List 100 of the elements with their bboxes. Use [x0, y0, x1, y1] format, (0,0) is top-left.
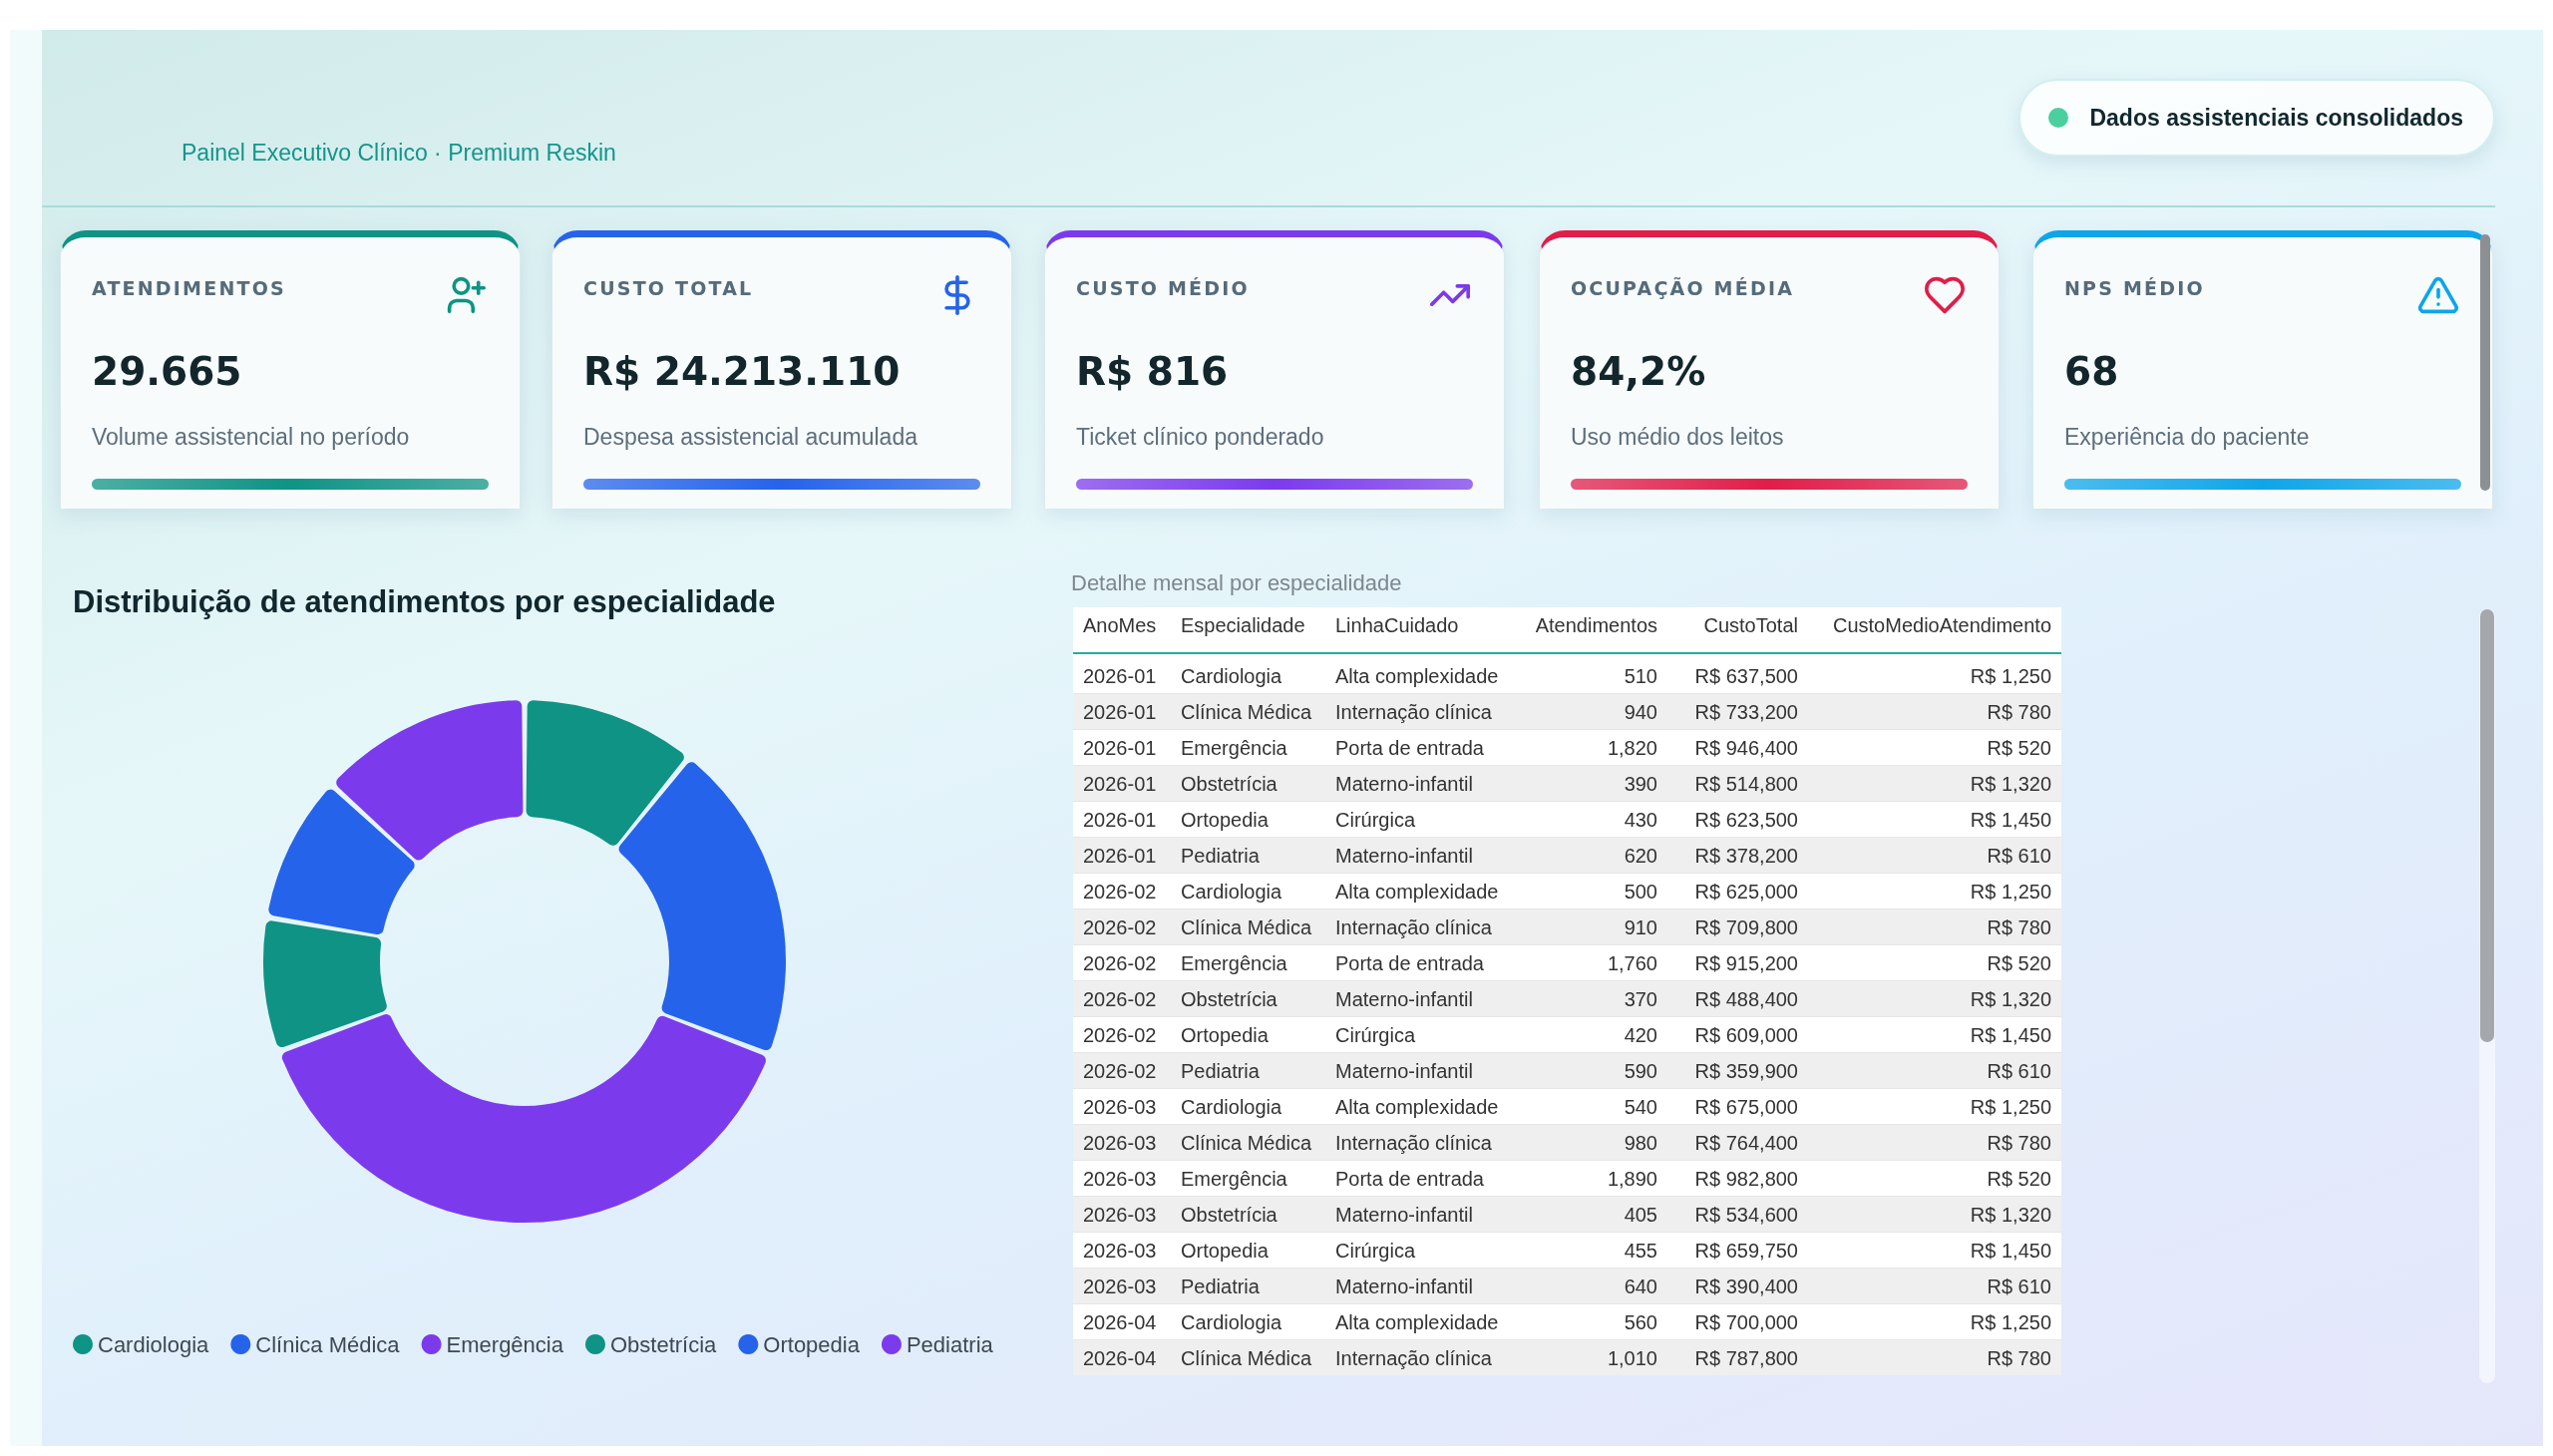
text: Uso médio dos leitos: [1571, 423, 1784, 451]
text: 2026-04: [1083, 1347, 1157, 1369]
category-label: Atendimentos: [1534, 613, 1658, 638]
text: R$ 946,400: [1694, 737, 1798, 759]
text: 29.665: [92, 349, 242, 394]
text: 2026-01: [1083, 701, 1157, 723]
text: OCUPAÇÃO MÉDIA: [1571, 277, 1795, 299]
text: Materno-infantil: [1335, 845, 1473, 867]
text: Dados assistenciais consolidados: [2089, 105, 2463, 131]
text: 68: [2064, 349, 2119, 394]
text: 2026-02: [1083, 916, 1157, 938]
text: Materno-infantil: [1335, 1275, 1473, 1297]
text: Cardiologia: [1181, 1096, 1282, 1118]
text: 2026-01: [1083, 809, 1157, 831]
text: Painel Executivo Clínico · Premium Reskin: [182, 140, 616, 166]
text: Emergência: [1181, 952, 1287, 974]
text: R$ 1,250: [1970, 665, 2051, 687]
text: Cardiologia: [1181, 881, 1282, 903]
text: R$ 982,800: [1694, 1168, 1798, 1190]
text: R$ 1,450: [1970, 1240, 2051, 1262]
text: R$ 780: [1987, 916, 2051, 938]
text: 2026-02: [1083, 952, 1157, 974]
text: 2026-02: [1083, 881, 1157, 903]
text: Materno-infantil: [1335, 1060, 1473, 1082]
text: Cardiologia: [1181, 665, 1282, 687]
text: R$ 1,250: [1970, 1096, 2051, 1118]
text: R$ 780: [1987, 701, 2051, 723]
text: 2026-01: [1083, 773, 1157, 795]
legend-label: Clínica Médica: [255, 1331, 401, 1357]
text: 500: [1624, 881, 1657, 903]
text: 640: [1624, 1275, 1657, 1297]
text: R$ 1,320: [1970, 773, 2051, 795]
text: R$ 610: [1987, 1060, 2051, 1082]
text: R$ 816: [1076, 349, 1229, 394]
text: R$ 637,500: [1694, 665, 1798, 687]
text: 370: [1624, 988, 1657, 1010]
text: 510: [1624, 665, 1657, 687]
text: R$ 378,200: [1694, 845, 1798, 867]
text: R$ 1,250: [1970, 1311, 2051, 1333]
category-label: CustoMedioAtendimento: [1832, 613, 2052, 638]
text: R$ 534,600: [1694, 1204, 1798, 1226]
legend-label: Cardiologia: [98, 1331, 210, 1357]
text: CUSTO TOTAL: [583, 277, 754, 299]
text: R$ 675,000: [1694, 1096, 1798, 1118]
text: R$ 780: [1987, 1347, 2051, 1369]
text: Porta de entrada: [1335, 952, 1484, 974]
text: R$ 733,200: [1694, 701, 1798, 723]
text: 455: [1624, 1240, 1657, 1262]
text: Detalhe mensal por especialidade: [1071, 570, 1402, 596]
text: Ortopedia: [1181, 1240, 1269, 1262]
text: Materno-infantil: [1335, 988, 1473, 1010]
text: 560: [1624, 1311, 1657, 1333]
text: Ortopedia: [1181, 1024, 1269, 1046]
text: R$ 24.213.110: [583, 349, 901, 394]
text: R$ 520: [1987, 737, 2051, 759]
text: 2026-03: [1083, 1240, 1157, 1262]
text: 1,010: [1607, 1347, 1657, 1369]
legend-label: Obstetrícia: [609, 1331, 718, 1357]
text: 2026-02: [1083, 1060, 1157, 1082]
text: Cardiologia: [1181, 1311, 1282, 1333]
text: R$ 488,400: [1694, 988, 1798, 1010]
text: 910: [1624, 916, 1657, 938]
text: Cirúrgica: [1335, 1024, 1416, 1046]
text: 2026-03: [1083, 1275, 1157, 1297]
text: Pediatria: [1181, 1275, 1260, 1297]
text: NPS MÉDIO: [2064, 277, 2205, 299]
text: 2026-03: [1083, 1096, 1157, 1118]
text: 540: [1624, 1096, 1657, 1118]
text: Internação clínica: [1335, 1347, 1492, 1369]
text: 2026-02: [1083, 1024, 1157, 1046]
text: Alta complexidade: [1335, 1311, 1499, 1333]
text: Alta complexidade: [1335, 881, 1499, 903]
text: ATENDIMENTOS: [92, 277, 286, 299]
text: 620: [1624, 845, 1657, 867]
text: 2026-02: [1083, 988, 1157, 1010]
text: R$ 709,800: [1694, 916, 1798, 938]
text: Cirúrgica: [1335, 1240, 1416, 1262]
text: Alta complexidade: [1335, 1096, 1499, 1118]
text: R$ 359,900: [1694, 1060, 1798, 1082]
category-label: Especialidade: [1180, 613, 1306, 638]
text: 1,760: [1607, 952, 1657, 974]
text: 430: [1624, 809, 1657, 831]
text: Clínica Médica: [1181, 916, 1312, 938]
text: Porta de entrada: [1335, 737, 1484, 759]
text: CUSTO MÉDIO: [1076, 277, 1250, 299]
text: R$ 1,320: [1970, 988, 2051, 1010]
text: 2026-01: [1083, 737, 1157, 759]
text: Pediatria: [1181, 1060, 1260, 1082]
text: R$ 787,800: [1694, 1347, 1798, 1369]
chart-title: Distribuição de atendimentos por especialidade: [73, 584, 776, 619]
text: 390: [1624, 773, 1657, 795]
category-label: CustoTotal: [1702, 613, 1799, 638]
text: R$ 625,000: [1694, 881, 1798, 903]
text: 2026-01: [1083, 845, 1157, 867]
text: R$ 610: [1987, 845, 2051, 867]
text: Pediatria: [1181, 845, 1260, 867]
legend-label: Ortopedia: [763, 1331, 861, 1357]
text: 940: [1624, 701, 1657, 723]
text: 590: [1624, 1060, 1657, 1082]
text: 420: [1624, 1024, 1657, 1046]
